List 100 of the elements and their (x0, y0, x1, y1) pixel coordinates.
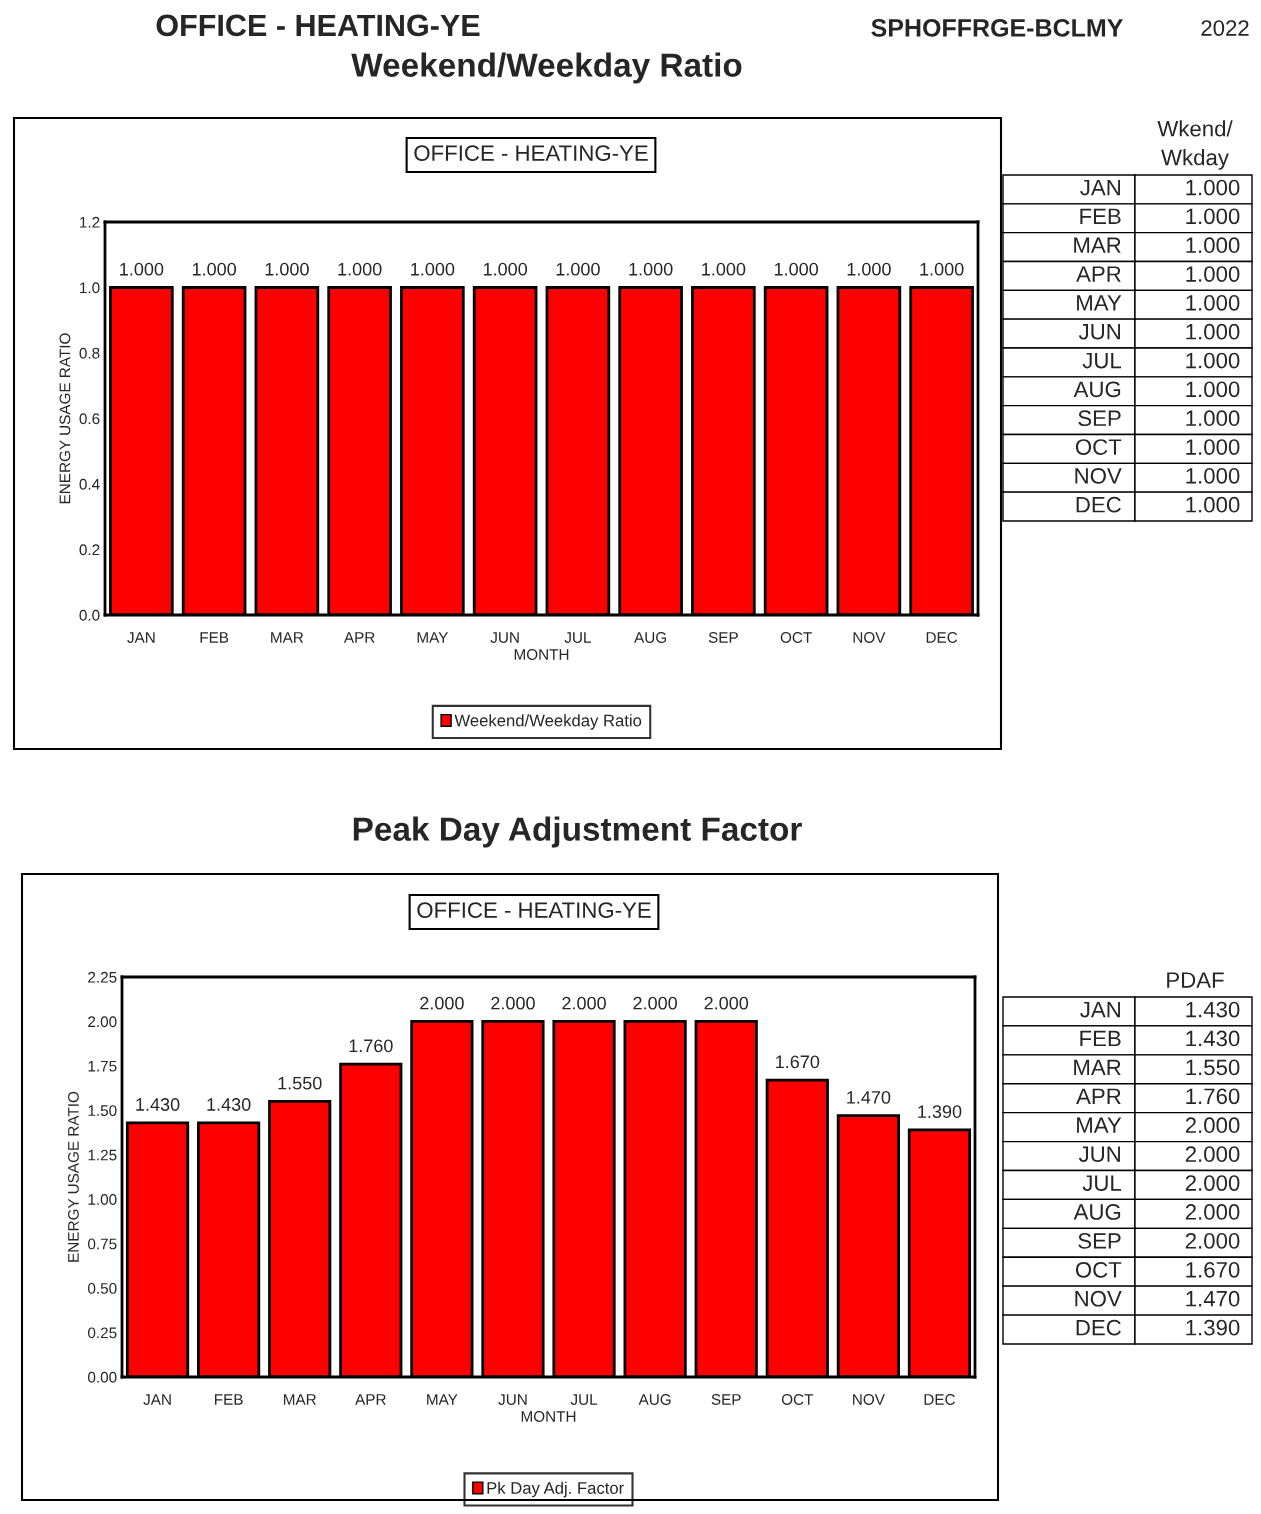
y-tick-label: 0.25 (88, 1327, 117, 1339)
data-label: 1.000 (483, 262, 528, 276)
text: 1.000 (1186, 352, 1240, 369)
x-tick-label: MAY (427, 1394, 458, 1405)
text: 1.000 (1186, 496, 1240, 513)
y-axis-title: ENERGY USAGE RATIO (68, 1091, 79, 1262)
text: 1.670 (1186, 1261, 1240, 1278)
category-label: OCT (1075, 439, 1122, 455)
chart-subtitle: OFFICE - HEATING-YE (417, 902, 651, 918)
x-tick-label: JUL (564, 632, 591, 643)
x-tick-label: JAN (143, 1394, 171, 1405)
x-tick-label: FEB (200, 632, 229, 643)
x-tick-label: AUG (634, 632, 667, 643)
category-label: JUN (1078, 324, 1120, 340)
data-label: 1.000 (774, 262, 819, 276)
text: 1.000 (1186, 467, 1240, 484)
category-label: JAN (1080, 1001, 1120, 1018)
legend-label: Weekend/Weekday Ratio (454, 714, 642, 730)
chart-title: Weekend/Weekday Ratio (351, 52, 742, 84)
text: 1.000 (1186, 439, 1240, 455)
category-label: DEC (1076, 496, 1121, 513)
data-label: 1.000 (120, 262, 164, 276)
category-label: FEB (1080, 208, 1121, 224)
category-label: APR (1076, 1088, 1121, 1104)
x-tick-label: JUN (490, 632, 519, 643)
y-tick-label: 0.00 (88, 1371, 117, 1383)
category-label: NOV (1075, 1290, 1122, 1307)
x-tick-label: OCT (780, 632, 812, 643)
category-label: MAY (1077, 1117, 1122, 1133)
text: PDAF (1167, 972, 1224, 988)
data-label: 1.000 (411, 262, 455, 276)
text: 2.000 (1185, 1117, 1240, 1134)
text: 2.000 (1185, 1204, 1240, 1220)
data-label: 1.000 (338, 262, 382, 276)
data-label: 1.670 (776, 1055, 820, 1069)
text: 1.000 (1186, 208, 1240, 225)
x-tick-label: MAR (271, 632, 304, 643)
x-tick-label: JUN (498, 1394, 527, 1405)
category-label: SEP (1078, 410, 1121, 427)
y-tick-label: 1.2 (80, 216, 100, 228)
x-tick-label: FEB (215, 1394, 243, 1405)
legend-label: Pk Day Adj. Factor (487, 1481, 624, 1498)
text: Wkend/ Wkday (1157, 120, 1233, 170)
text: 2.000 (1185, 1233, 1240, 1249)
data-label: 2.000 (633, 996, 678, 1010)
x-axis-title: MONTH (514, 649, 569, 660)
data-label: 2.000 (491, 996, 535, 1010)
data-label: 1.000 (629, 262, 673, 276)
data-label: 1.550 (278, 1076, 322, 1090)
data-label: 2.000 (562, 996, 606, 1010)
text: 1.430 (1186, 1030, 1240, 1047)
x-tick-label: MAY (417, 632, 449, 643)
text: OFFICE - HEATING-YE (156, 14, 480, 37)
text: 1.000 (1186, 266, 1240, 282)
category-label: AUG (1073, 381, 1121, 398)
text: 1.000 (1186, 179, 1240, 196)
data-label: 1.430 (207, 1098, 251, 1111)
text: 1.000 (1186, 294, 1240, 311)
y-tick-label: 0.6 (79, 413, 100, 425)
y-tick-label: 0.2 (79, 544, 100, 556)
text: 2.000 (1185, 1175, 1240, 1191)
text: 2022 (1201, 20, 1249, 36)
x-tick-label: JAN (127, 632, 155, 643)
data-label: 1.000 (556, 262, 600, 276)
text: 1.430 (1186, 1001, 1240, 1018)
chart-subtitle: OFFICE - HEATING-YE (414, 145, 648, 161)
text: 1.470 (1186, 1290, 1240, 1307)
text: 1.000 (1186, 381, 1240, 398)
text: 2.000 (1185, 1146, 1240, 1163)
y-tick-label: 1.25 (88, 1149, 117, 1161)
data-label: 1.390 (918, 1105, 962, 1118)
category-label: FEB (1080, 1030, 1121, 1047)
data-label: 1.470 (847, 1090, 891, 1104)
category-label: DEC (1076, 1319, 1121, 1336)
x-tick-label: NOV (853, 1394, 885, 1405)
data-label: 1.000 (920, 262, 964, 276)
text: 1.000 (1186, 237, 1240, 254)
data-label: 1.000 (265, 262, 309, 276)
data-label: 1.760 (349, 1039, 393, 1053)
x-tick-label: SEP (708, 632, 738, 643)
category-label: JAN (1080, 179, 1120, 196)
x-tick-label: SEP (711, 1394, 741, 1405)
y-tick-label: 2.25 (88, 971, 117, 983)
data-label: 2.000 (704, 996, 749, 1010)
x-tick-label: MAR (283, 1394, 316, 1405)
category-label: SEP (1078, 1233, 1121, 1249)
y-tick-label: 2.00 (88, 1016, 117, 1028)
text: 1.390 (1186, 1319, 1240, 1336)
y-tick-label: 1.00 (88, 1194, 117, 1205)
category-label: JUL (1082, 352, 1122, 369)
y-tick-label: 0.75 (88, 1238, 117, 1250)
text: 1.550 (1186, 1059, 1240, 1076)
x-tick-label: APR (355, 1394, 386, 1405)
x-tick-label: DEC (924, 1394, 955, 1405)
text: SPHOFFRGE-BCLMY (871, 19, 1123, 37)
x-axis-title: MONTH (521, 1411, 576, 1422)
y-tick-label: 0.0 (79, 609, 100, 621)
category-label: JUN (1078, 1146, 1120, 1163)
data-label: 1.000 (192, 262, 237, 276)
y-axis-title: ENERGY USAGE RATIO (59, 333, 71, 504)
